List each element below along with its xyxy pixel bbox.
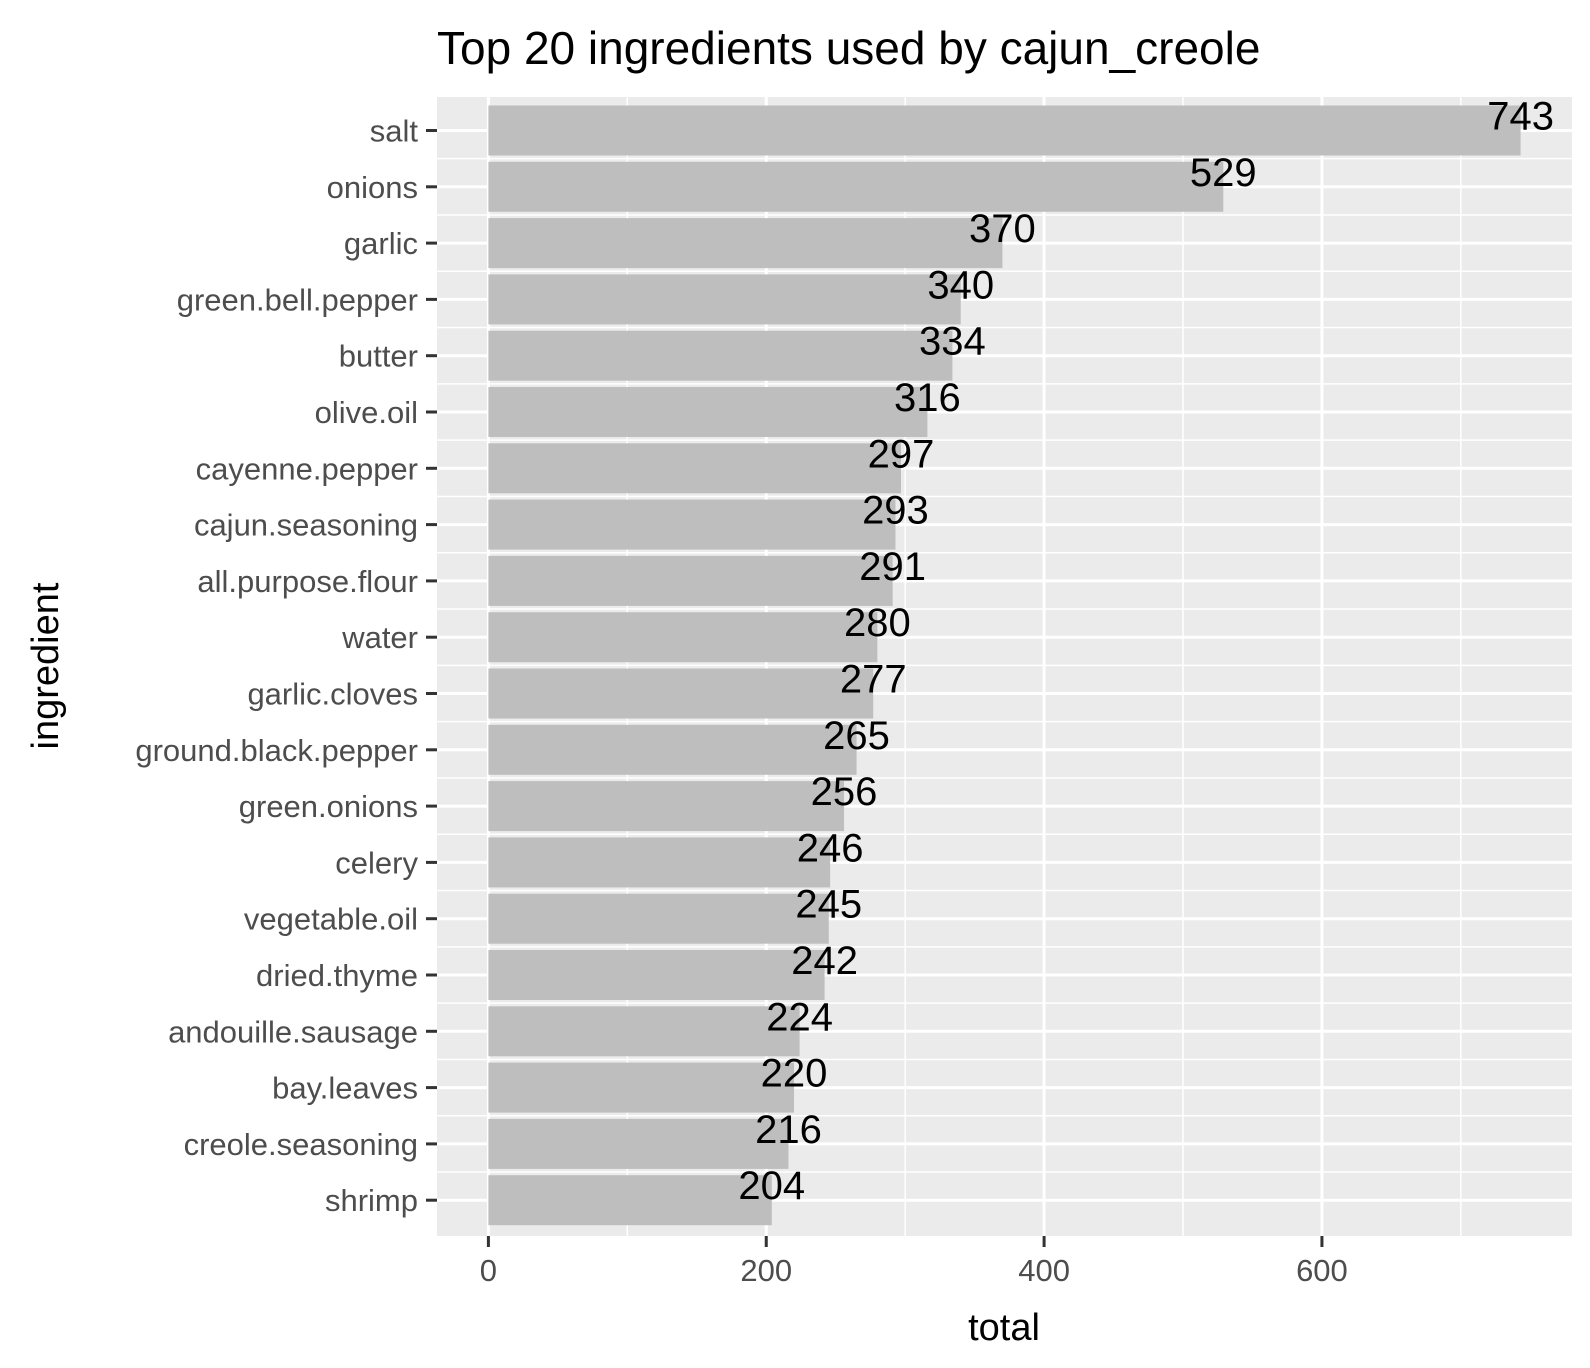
bar-garlic	[488, 218, 1003, 269]
data-label-garlic.cloves: 277	[840, 658, 907, 702]
y-tick-label-olive.oil: olive.oil	[315, 395, 418, 430]
y-tick-label-andouille.sausage: andouille.sausage	[168, 1014, 418, 1049]
y-tick-label-dried.thyme: dried.thyme	[256, 958, 418, 993]
bar-cayenne.pepper	[488, 443, 902, 494]
bars	[488, 105, 1521, 1226]
bar-vegetable.oil	[488, 893, 829, 944]
data-label-garlic: 370	[969, 207, 1036, 251]
bar-butter	[488, 330, 953, 381]
bar-andouille.sausage	[488, 1006, 800, 1057]
bar-water	[488, 612, 878, 663]
y-tick-label-vegetable.oil: vegetable.oil	[244, 902, 418, 937]
data-label-onions: 529	[1190, 151, 1257, 195]
bar-bay.leaves	[488, 1062, 795, 1113]
data-label-andouille.sausage: 224	[766, 995, 833, 1039]
chart-title: Top 20 ingredients used by cajun_creole	[437, 22, 1260, 74]
data-label-bay.leaves: 220	[761, 1052, 828, 1096]
y-tick-label-water: water	[341, 620, 418, 655]
x-axis: 0 200 400 600	[480, 1236, 1348, 1288]
y-tick-label-garlic.cloves: garlic.cloves	[247, 677, 418, 712]
data-label-green.bell.pepper: 340	[927, 263, 994, 307]
y-axis-title: ingredient	[25, 582, 67, 749]
data-label-green.onions: 256	[811, 770, 878, 814]
data-label-vegetable.oil: 245	[795, 883, 862, 927]
bar-green.bell.pepper	[488, 274, 961, 325]
x-tick-label-200: 200	[740, 1253, 792, 1288]
bar-celery	[488, 837, 831, 888]
x-tick-label-400: 400	[1018, 1253, 1070, 1288]
y-tick-label-green.onions: green.onions	[239, 789, 418, 824]
data-label-cajun.seasoning: 293	[862, 489, 929, 533]
data-label-dried.thyme: 242	[791, 939, 858, 983]
y-tick-label-ground.black.pepper: ground.black.pepper	[135, 733, 418, 768]
y-tick-label-creole.seasoning: creole.seasoning	[184, 1127, 418, 1162]
bar-green.onions	[488, 781, 845, 832]
data-label-butter: 334	[919, 320, 986, 364]
minor-grid	[437, 97, 1572, 1236]
data-label-ground.black.pepper: 265	[823, 714, 890, 758]
y-tick-label-cayenne.pepper: cayenne.pepper	[196, 451, 418, 486]
data-label-cayenne.pepper: 297	[868, 432, 935, 476]
y-tick-label-butter: butter	[339, 339, 418, 374]
bar-cajun.seasoning	[488, 499, 896, 550]
data-labels: 743 529 370 340 334 316 297 293 291 280 277 265 256 2…	[738, 95, 1554, 1209]
data-label-salt: 743	[1487, 95, 1554, 139]
y-tick-label-bay.leaves: bay.leaves	[272, 1071, 418, 1106]
y-tick-label-all.purpose.flour: all.purpose.flour	[197, 564, 418, 599]
x-tick-label-0: 0	[480, 1253, 497, 1288]
data-label-olive.oil: 316	[894, 376, 961, 420]
x-tick-label-600: 600	[1296, 1253, 1348, 1288]
bar-all.purpose.flour	[488, 555, 893, 606]
data-label-all.purpose.flour: 291	[859, 545, 926, 589]
bar-shrimp	[488, 1175, 772, 1226]
data-label-water: 280	[844, 601, 911, 645]
bar-onions	[488, 161, 1224, 212]
y-tick-label-garlic: garlic	[344, 226, 418, 261]
x-axis-title: total	[968, 1307, 1040, 1349]
bar-garlic.cloves	[488, 668, 874, 719]
y-axis: salt onions garlic green.bell.pepper butter o…	[135, 114, 437, 1218]
data-label-shrimp: 204	[738, 1164, 805, 1208]
bar-dried.thyme	[488, 950, 825, 1000]
bar-olive.oil	[488, 387, 928, 437]
y-tick-label-onions: onions	[327, 170, 418, 205]
data-label-creole.seasoning: 216	[755, 1108, 822, 1152]
y-tick-label-celery: celery	[335, 845, 418, 880]
bar-salt	[488, 105, 1521, 156]
y-tick-label-green.bell.pepper: green.bell.pepper	[177, 282, 418, 317]
bar-creole.seasoning	[488, 1118, 789, 1169]
data-label-celery: 246	[797, 826, 864, 870]
bar-ground.black.pepper	[488, 724, 857, 775]
y-tick-label-salt: salt	[370, 114, 419, 149]
y-tick-label-shrimp: shrimp	[325, 1183, 418, 1218]
y-tick-label-cajun.seasoning: cajun.seasoning	[194, 508, 418, 543]
